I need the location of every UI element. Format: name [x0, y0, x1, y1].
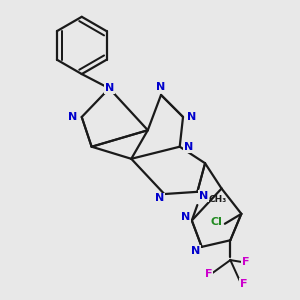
Text: CH₃: CH₃	[208, 195, 226, 204]
Text: Cl: Cl	[210, 217, 222, 226]
Text: N: N	[105, 83, 114, 93]
Text: N: N	[68, 112, 78, 122]
Text: N: N	[199, 191, 208, 201]
Text: N: N	[190, 246, 200, 256]
Text: N: N	[184, 142, 193, 152]
Text: N: N	[181, 212, 190, 222]
Text: F: F	[205, 269, 212, 279]
Text: F: F	[242, 257, 250, 267]
Text: N: N	[187, 112, 196, 122]
Text: F: F	[240, 279, 247, 289]
Text: N: N	[155, 194, 164, 203]
Text: N: N	[156, 82, 166, 92]
